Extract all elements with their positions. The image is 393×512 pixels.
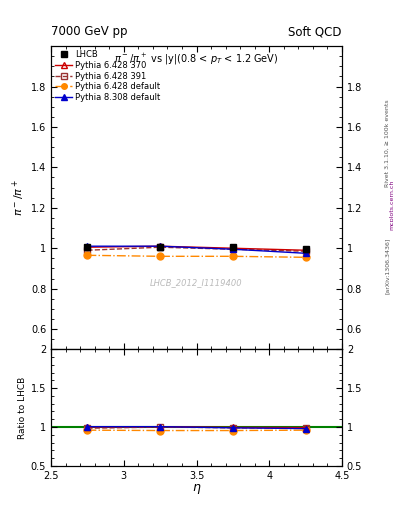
Text: Soft QCD: Soft QCD bbox=[288, 26, 342, 38]
Y-axis label: Ratio to LHCB: Ratio to LHCB bbox=[18, 376, 27, 439]
Text: 7000 GeV pp: 7000 GeV pp bbox=[51, 26, 128, 38]
X-axis label: $\eta$: $\eta$ bbox=[192, 482, 201, 496]
Text: LHCB_2012_I1119400: LHCB_2012_I1119400 bbox=[150, 278, 243, 287]
Text: $\pi^-/\pi^+$ vs |y|(0.8 < $p_T$ < 1.2 GeV): $\pi^-/\pi^+$ vs |y|(0.8 < $p_T$ < 1.2 G… bbox=[114, 52, 279, 67]
Legend: LHCB, Pythia 6.428 370, Pythia 6.428 391, Pythia 6.428 default, Pythia 8.308 def: LHCB, Pythia 6.428 370, Pythia 6.428 391… bbox=[53, 49, 162, 103]
Text: mcplots.cern.ch: mcplots.cern.ch bbox=[390, 180, 393, 230]
Text: Rivet 3.1.10, ≥ 100k events: Rivet 3.1.10, ≥ 100k events bbox=[385, 99, 389, 187]
Y-axis label: $\pi^-/\pi^+$: $\pi^-/\pi^+$ bbox=[10, 179, 27, 216]
Text: [arXiv:1306.3436]: [arXiv:1306.3436] bbox=[385, 238, 389, 294]
